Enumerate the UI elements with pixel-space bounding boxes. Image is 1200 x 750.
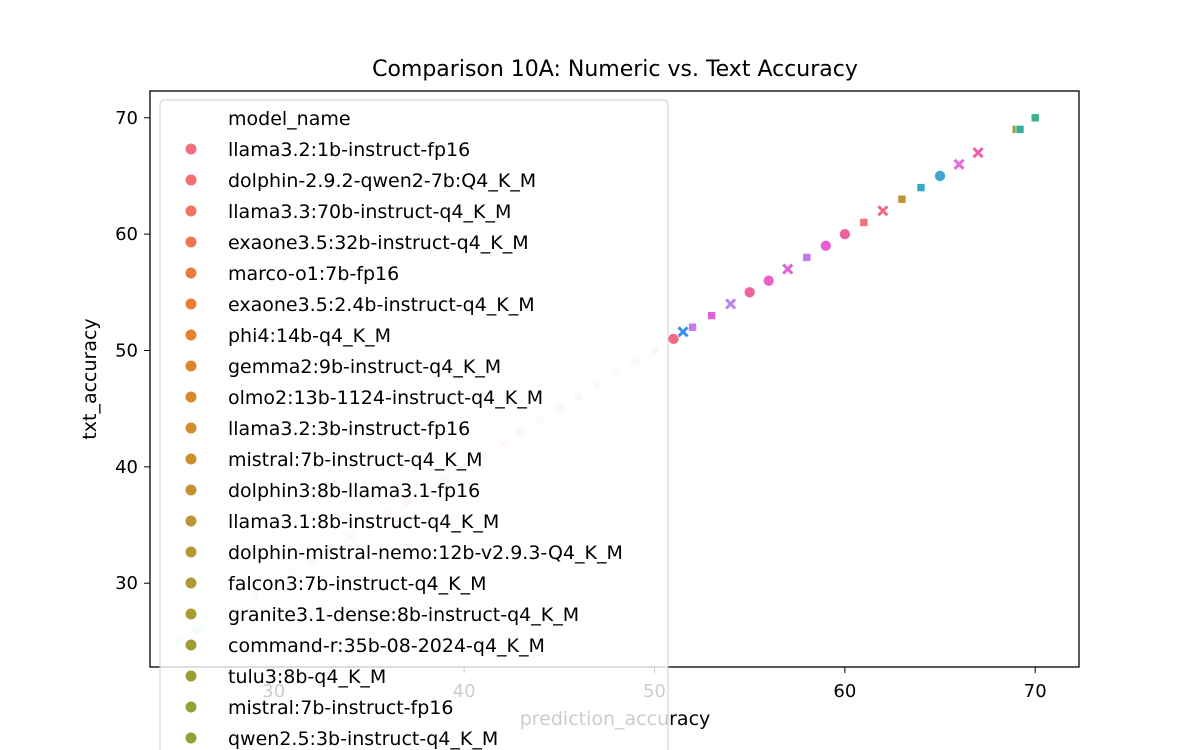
legend-item-label: dolphin3:8b-llama3.1-fp16 — [228, 480, 480, 502]
data-point — [667, 333, 680, 345]
data-point — [934, 170, 946, 182]
data-point — [707, 311, 716, 320]
legend-item-label: falcon3:7b-instruct-q4_K_M — [228, 573, 487, 595]
legend: model_name llama3.2:1b-instruct-fp16 dolp… — [159, 99, 669, 750]
y-axis-label: txt_accuracy — [79, 318, 101, 439]
legend-marker — [185, 391, 197, 403]
legend-entries: llama3.2:1b-instruct-fp16 dolphin-2.9.2-q… — [185, 139, 623, 750]
data-point — [688, 322, 697, 332]
chart-title: Comparison 10A: Numeric vs. Text Accurac… — [372, 57, 858, 82]
data-point — [762, 274, 775, 287]
legend-marker — [185, 267, 197, 279]
x-tick-label: 70 — [1024, 681, 1047, 702]
legend-title: model_name — [228, 108, 351, 130]
data-point — [677, 326, 689, 338]
legend-item-label: olmo2:13b-1124-instruct-q4_K_M — [228, 387, 543, 409]
legend-marker — [185, 732, 197, 744]
legend-marker — [185, 329, 197, 341]
data-point — [1015, 125, 1025, 134]
legend-marker — [185, 701, 197, 713]
legend-item-label: llama3.3:70b-instruct-q4_K_M — [228, 201, 511, 223]
data-point — [819, 239, 832, 252]
y-tick-label: 30 — [115, 573, 138, 594]
legend-box — [159, 99, 669, 750]
legend-marker — [185, 298, 197, 310]
legend-marker — [185, 174, 197, 186]
legend-item-label: exaone3.5:32b-instruct-q4_K_M — [228, 232, 529, 254]
data-point — [877, 205, 889, 217]
y-tick-label: 40 — [115, 457, 138, 478]
y-tick-label: 60 — [115, 224, 138, 245]
data-point — [916, 183, 926, 192]
y-tick-label: 50 — [115, 340, 138, 361]
legend-marker — [185, 515, 197, 527]
legend-item-label: phi4:14b-q4_K_M — [228, 325, 391, 347]
data-point — [859, 218, 869, 227]
legend-item-label: dolphin-mistral-nemo:12b-v2.9.3-Q4_K_M — [228, 542, 623, 564]
y-tick-label: 70 — [115, 108, 138, 129]
legend-marker — [185, 453, 197, 465]
data-point — [953, 158, 965, 170]
legend-item-label: granite3.1-dense:8b-instruct-q4_K_M — [228, 604, 579, 626]
legend-item-label: mistral:7b-instruct-q4_K_M — [228, 449, 483, 471]
legend-marker — [185, 236, 197, 248]
legend-marker — [185, 205, 197, 217]
legend-item-label: llama3.2:1b-instruct-fp16 — [228, 139, 470, 161]
legend-marker — [185, 639, 197, 651]
legend-marker — [185, 670, 197, 682]
legend-marker — [185, 546, 197, 558]
legend-marker — [185, 360, 197, 372]
data-point — [1030, 113, 1040, 123]
legend-marker — [185, 143, 197, 155]
data-point — [897, 194, 907, 204]
legend-item-label: marco-o1:7b-fp16 — [228, 263, 399, 285]
legend-marker — [185, 608, 197, 620]
legend-item-label: tulu3:8b-q4_K_M — [228, 666, 386, 688]
legend-item-label: exaone3.5:2.4b-instruct-q4_K_M — [228, 294, 535, 316]
legend-item-label: llama3.2:3b-instruct-fp16 — [228, 418, 470, 440]
legend-item-label: gemma2:9b-instruct-q4_K_M — [228, 356, 501, 378]
data-point — [782, 263, 794, 275]
legend-marker — [185, 577, 197, 589]
data-point — [743, 286, 756, 299]
legend-item-label: llama3.1:8b-instruct-q4_K_M — [228, 511, 499, 533]
data-point — [725, 298, 737, 310]
legend-item-label: qwen2.5:3b-instruct-q4_K_M — [228, 728, 498, 750]
legend-item-label: mistral:7b-instruct-fp16 — [228, 697, 453, 719]
legend-item-label: dolphin-2.9.2-qwen2-7b:Q4_K_M — [228, 170, 536, 192]
data-point — [838, 228, 851, 240]
legend-marker — [185, 484, 197, 496]
data-point — [972, 147, 984, 159]
legend-item-label: command-r:35b-08-2024-q4_K_M — [228, 635, 545, 657]
data-point — [802, 253, 812, 262]
x-tick-label: 60 — [833, 681, 856, 702]
legend-marker — [185, 422, 197, 434]
